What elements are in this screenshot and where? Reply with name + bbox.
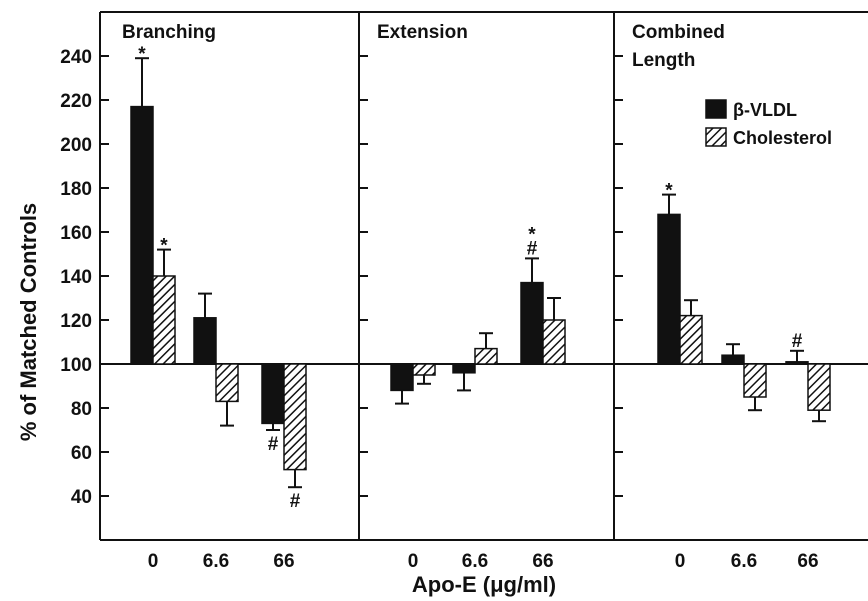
significance-marker: *: [160, 236, 168, 257]
bar-vldl: [193, 317, 217, 365]
y-tick-label: 80: [71, 399, 92, 420]
bar-vldl: [520, 281, 544, 365]
bar-cholesterol: [542, 319, 566, 365]
panel-title: Combined: [632, 22, 725, 43]
bar-cholesterol: [807, 363, 831, 411]
legend: β-VLDL Cholesterol: [705, 99, 832, 148]
y-tick-label: 140: [60, 267, 92, 288]
legend-swatch: [705, 99, 727, 119]
panel-title: Length: [632, 50, 695, 71]
x-tick-label: 66: [797, 551, 818, 572]
significance-marker: *: [665, 181, 673, 202]
panel-title: Branching: [122, 22, 216, 43]
bar-cholesterol: [152, 275, 176, 365]
significance-marker: #: [268, 434, 279, 455]
bar-vldl: [721, 354, 745, 365]
bar-vldl: [657, 213, 681, 365]
y-tick-label: 180: [60, 179, 92, 200]
panel-2: Extension *#: [377, 22, 566, 405]
y-tick-label: 240: [60, 47, 92, 68]
y-tick-label: 160: [60, 223, 92, 244]
y-tick-label: 40: [71, 487, 92, 508]
significance-marker: #: [290, 491, 301, 512]
bar-vldl: [390, 363, 414, 392]
x-tick-label: 66: [532, 551, 553, 572]
significance-marker: *: [528, 224, 536, 245]
legend-swatch: [705, 127, 727, 147]
y-tick-label: 120: [60, 311, 92, 332]
x-axis: 0 6.6 66 0 6.6 66 0 6.6 66: [148, 551, 819, 572]
significance-marker: #: [527, 238, 538, 259]
bar-cholesterol: [474, 347, 498, 365]
y-axis: 40 60 80 100 120 140 160 180 200 220 240: [60, 47, 623, 508]
y-tick-label: 100: [60, 355, 92, 376]
plot-frame: [99, 11, 868, 541]
bar-vldl: [261, 363, 285, 425]
bar-cholesterol: [412, 363, 436, 376]
y-tick-label: 220: [60, 91, 92, 112]
bar-vldl: [452, 363, 476, 374]
x-axis-title: Apo-E (μg/ml): [412, 572, 556, 597]
x-tick-label: 0: [675, 551, 686, 572]
bar-cholesterol: [215, 363, 239, 403]
bar-cholesterol: [679, 314, 703, 365]
legend-label: β-VLDL: [733, 100, 797, 120]
y-axis-title: % of Matched Controls: [16, 203, 41, 441]
y-tick-label: 60: [71, 443, 92, 464]
x-tick-label: 66: [273, 551, 294, 572]
y-tick-label: 200: [60, 135, 92, 156]
x-tick-label: 6.6: [731, 551, 757, 572]
x-tick-label: 6.6: [462, 551, 488, 572]
bar-vldl: [785, 361, 809, 365]
significance-marker: #: [792, 331, 803, 352]
panel-1: Branching*#*#: [122, 22, 307, 512]
bar-cholesterol: [743, 363, 767, 398]
significance-marker: *: [138, 44, 146, 65]
panel-3: Combined Length * #: [632, 22, 831, 423]
x-tick-label: 0: [408, 551, 419, 572]
bar-cholesterol: [283, 363, 307, 471]
x-tick-label: 0: [148, 551, 159, 572]
bar-vldl: [130, 105, 154, 365]
x-tick-label: 6.6: [203, 551, 229, 572]
legend-label: Cholesterol: [733, 128, 832, 148]
panel-title: Extension: [377, 22, 468, 43]
